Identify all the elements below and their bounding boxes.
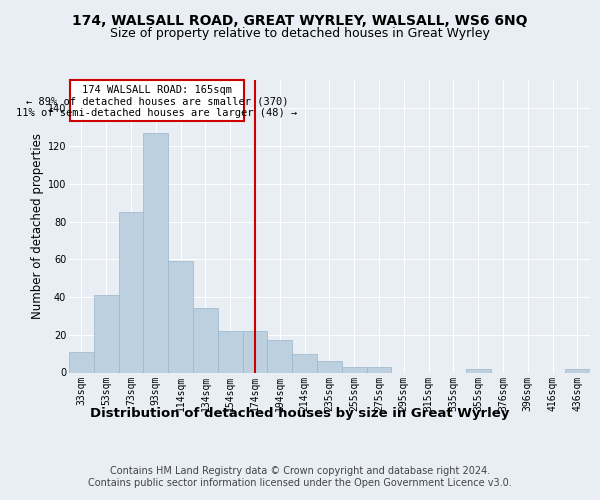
Bar (466, 368, 491, 372)
Bar (143, 133, 168, 372)
Bar (317, 361, 342, 372)
Bar (268, 340, 292, 372)
Bar (342, 367, 367, 372)
Bar (193, 308, 218, 372)
Text: ← 89% of detached houses are smaller (370): ← 89% of detached houses are smaller (37… (26, 96, 288, 106)
Bar (94, 295, 119, 372)
Text: Contains HM Land Registry data © Crown copyright and database right 2024.: Contains HM Land Registry data © Crown c… (110, 466, 490, 476)
Text: Size of property relative to detached houses in Great Wyrley: Size of property relative to detached ho… (110, 28, 490, 40)
Text: Distribution of detached houses by size in Great Wyrley: Distribution of detached houses by size … (91, 408, 509, 420)
Text: 174, WALSALL ROAD, GREAT WYRLEY, WALSALL, WS6 6NQ: 174, WALSALL ROAD, GREAT WYRLEY, WALSALL… (72, 14, 528, 28)
Bar (367, 367, 391, 372)
Bar (292, 354, 317, 372)
Bar (242, 331, 268, 372)
Bar (565, 368, 590, 372)
Bar (218, 331, 242, 372)
Bar (119, 212, 143, 372)
Text: 174 WALSALL ROAD: 165sqm: 174 WALSALL ROAD: 165sqm (82, 86, 232, 96)
Bar (168, 261, 193, 372)
Text: 11% of semi-detached houses are larger (48) →: 11% of semi-detached houses are larger (… (16, 108, 298, 118)
Bar (69, 352, 94, 372)
Y-axis label: Number of detached properties: Number of detached properties (31, 133, 44, 320)
Text: Contains public sector information licensed under the Open Government Licence v3: Contains public sector information licen… (88, 478, 512, 488)
FancyBboxPatch shape (70, 80, 244, 120)
